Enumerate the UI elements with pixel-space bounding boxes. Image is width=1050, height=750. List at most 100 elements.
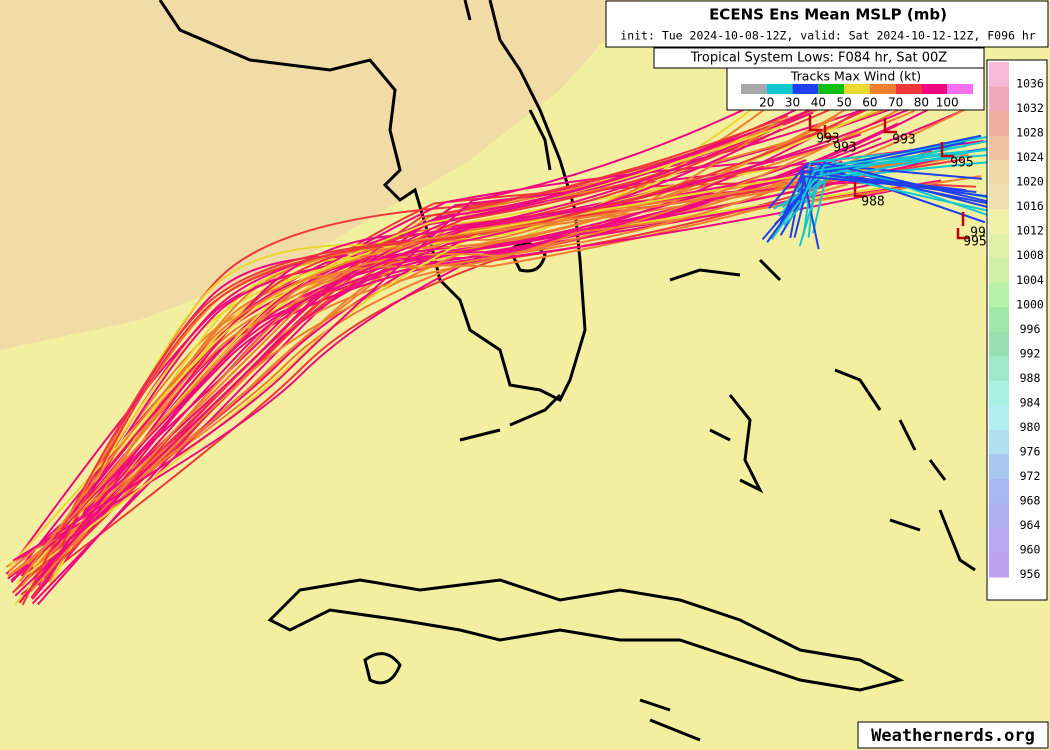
- low-markers: [808, 115, 970, 240]
- colorbar-label: 1004: [1016, 273, 1044, 287]
- wind-swatch: [818, 84, 845, 94]
- track: [39, 79, 866, 591]
- track: [798, 150, 968, 247]
- colorbar-band: [989, 478, 1009, 504]
- pressure-label: 993: [816, 132, 839, 147]
- wind-label: 60: [862, 96, 877, 110]
- colorbar-label: 1024: [1016, 150, 1044, 164]
- title-box: [605, 0, 1049, 48]
- keys: [459, 393, 562, 442]
- isle-of-youth: [363, 652, 402, 685]
- wind-label: 40: [811, 96, 826, 110]
- colorbar-label: 968: [1020, 493, 1041, 507]
- colorbar-band: [989, 282, 1009, 308]
- coastlines: [158, 0, 976, 742]
- colorbar-label: 1016: [1016, 199, 1044, 213]
- colorbar-label: 1012: [1016, 224, 1044, 238]
- track: [22, 166, 849, 579]
- colorbar-label: 1008: [1016, 248, 1044, 262]
- colorbar-label: 1032: [1016, 101, 1044, 115]
- cuba: [267, 578, 905, 692]
- pressure-label: 993: [892, 133, 915, 148]
- colorbar-band: [989, 356, 1009, 382]
- pressure-label: 99: [970, 226, 986, 241]
- wind-swatch: [921, 84, 948, 94]
- colorbar-label: 1020: [1016, 175, 1044, 189]
- pressure-label: 995: [963, 235, 986, 250]
- track: [7, 97, 917, 578]
- colorbar-band: [989, 209, 1009, 235]
- colorbar-label: 960: [1020, 543, 1041, 557]
- colorbar-label: 1000: [1016, 297, 1044, 311]
- colorbar-band: [989, 86, 1009, 112]
- colorbar-band: [989, 503, 1009, 529]
- colorbar-band: [989, 405, 1009, 431]
- wind-swatch: [869, 84, 896, 94]
- wind-swatch: [792, 84, 819, 94]
- florida: [158, 0, 587, 403]
- track: [799, 175, 977, 201]
- colorbar-band: [989, 111, 1009, 137]
- track: [19, 155, 923, 582]
- watermark-box: [857, 721, 1049, 749]
- colorbar-label: 992: [1020, 346, 1041, 360]
- track: [14, 179, 892, 562]
- subtitle: init: Tue 2024-10-08-12Z, valid: Sat 202…: [620, 29, 1035, 43]
- wind-label: 30: [785, 96, 800, 110]
- wind-label: 100: [936, 96, 959, 110]
- colorbar-label: 980: [1020, 420, 1041, 434]
- colorbar-label: 972: [1020, 469, 1041, 483]
- land-shade: [0, 0, 640, 350]
- colorbar-label: 956: [1020, 567, 1041, 581]
- track: [12, 99, 765, 562]
- colorbar-band: [989, 258, 1009, 284]
- track: [14, 128, 782, 597]
- islands: [639, 258, 976, 742]
- wind-label: 50: [836, 96, 851, 110]
- track: [43, 158, 964, 579]
- colorbar-label: 1028: [1016, 126, 1044, 140]
- tracks: [5, 79, 1040, 606]
- colorbar-band: [989, 454, 1009, 480]
- title: ECENS Ens Mean MSLP (mb): [709, 6, 947, 24]
- track: [20, 156, 942, 577]
- colorbar-band: [989, 62, 1009, 88]
- colorbar-band: [989, 429, 1009, 455]
- wind-swatch: [766, 84, 793, 94]
- colorbar-band: [989, 552, 1009, 578]
- colorbar-label: 996: [1020, 322, 1041, 336]
- wind-legend-title: Tracks Max Wind (kt): [790, 69, 921, 84]
- colorbar-label: 976: [1020, 444, 1041, 458]
- colorbar-band: [989, 184, 1009, 210]
- lake: [508, 242, 547, 273]
- colorbar-band: [989, 233, 1009, 259]
- watermark: Weathernerds.org: [871, 726, 1035, 746]
- colorbar-band: [989, 135, 1009, 161]
- wind-label: 70: [888, 96, 903, 110]
- colorbar-band: [989, 160, 1009, 186]
- track: [10, 159, 807, 584]
- colorbar-band: [989, 307, 1009, 333]
- track: [18, 89, 954, 604]
- wind-swatch: [895, 84, 922, 94]
- lows-title: Tropical System Lows: F084 hr, Sat 00Z: [690, 51, 948, 66]
- wind-swatch: [947, 84, 973, 94]
- colorbar: 1036 1032 1028 1024 1020 1016 1012 1008 1004 1000…: [989, 62, 1044, 581]
- wind-swatch: [741, 84, 767, 94]
- track: [30, 93, 932, 599]
- coast-detail: [463, 0, 552, 171]
- wind-label: 20: [759, 96, 774, 110]
- pressure-label: 988: [861, 195, 884, 210]
- pressure-label: 995: [950, 156, 973, 171]
- wind-swatch: [844, 84, 870, 94]
- colorbar-label: 988: [1020, 371, 1041, 385]
- pressure-label: 993: [833, 141, 856, 156]
- colorbar-label: 984: [1020, 395, 1041, 409]
- colorbar-band: [989, 527, 1009, 553]
- wind-label: 80: [914, 96, 929, 110]
- colorbar-label: 964: [1020, 518, 1041, 532]
- colorbar-label: 1036: [1016, 77, 1044, 91]
- colorbar-band: [989, 331, 1009, 357]
